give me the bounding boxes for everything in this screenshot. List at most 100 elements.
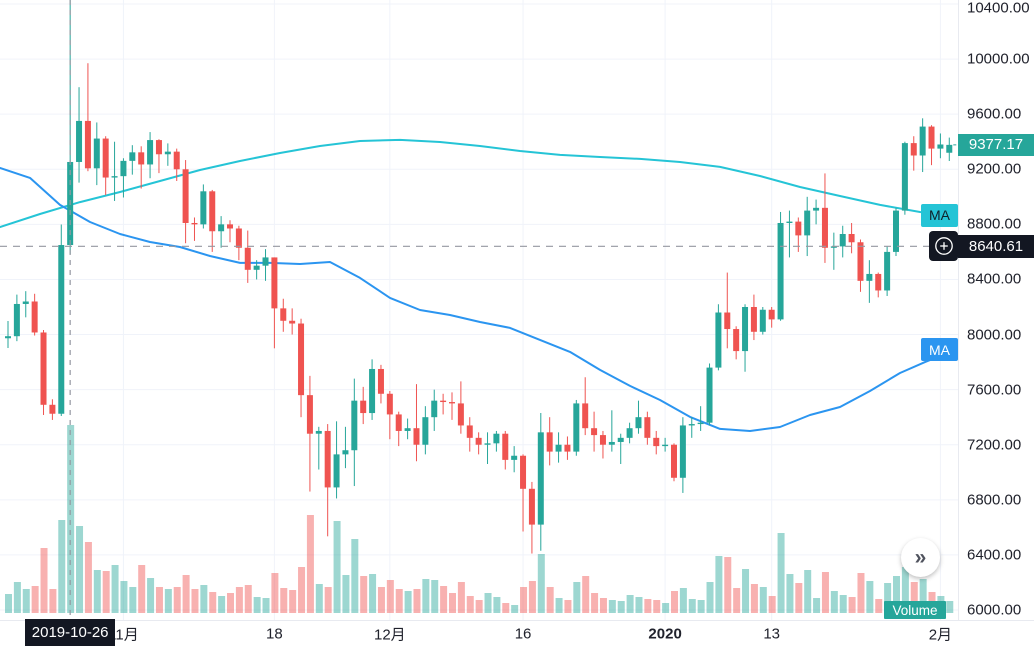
volume-bar [813,598,821,613]
volume-bar [67,425,75,613]
volume-bar [857,573,865,613]
candle-body [253,265,260,270]
volume-bar [431,580,439,613]
candle-body [84,120,91,169]
candle-body [564,444,571,452]
candle-body [5,336,11,339]
volume-bar [404,591,412,613]
volume-bar [839,595,847,613]
candle-body [839,234,846,247]
candle-body [22,301,29,304]
candle-body [777,222,784,320]
volume-bar [31,586,39,613]
volume-bar [271,573,279,613]
candlestick-chart[interactable] [0,0,958,620]
price-axis-label: 6000.00 [967,601,1022,619]
volume-bar [573,582,581,613]
volume-bar [520,587,528,613]
ma-cyan-badge: MA [921,203,958,227]
candle-body [457,403,464,426]
volume-bar [422,579,430,613]
candle-body [493,433,500,444]
scroll-to-latest-button[interactable]: » [901,538,940,577]
candle-body [40,332,47,405]
add-alert-plus-button[interactable] [929,231,958,262]
volume-bar [582,576,590,613]
time-axis-label: 18 [266,625,283,643]
volume-bar [413,589,421,613]
candle-body [164,151,171,155]
volume-bar [724,557,732,613]
candle-body [49,404,56,414]
volume-bar [315,584,323,613]
volume-bar [120,581,128,613]
time-axis-label: 11月 [108,626,139,644]
last-price-badge: 9377.17 [958,133,1034,156]
candle-body [475,437,482,445]
candle-body [271,257,278,309]
volume-bar [635,597,643,613]
candle-body [617,437,624,442]
plus-in-circle-icon [934,237,953,256]
volume-bar [901,567,909,613]
volume-bar [449,593,456,613]
volume-bar [493,597,501,613]
candle-body [377,368,384,394]
candle-body [422,417,429,445]
candle-body [413,428,420,445]
volume-bar [13,582,21,613]
candle-body [431,400,438,418]
volume-bar [262,598,270,613]
volume-bar [706,582,714,613]
crosshair [0,0,958,620]
candle-body [511,455,518,460]
candle-body [715,312,722,368]
volume-bar [671,591,678,613]
candle-body [724,312,731,330]
volume-bar [715,556,723,613]
volume-bar [360,576,368,613]
candle-body [227,224,233,229]
volume-bar [893,576,900,613]
candle-body [289,320,296,324]
volume-bar [138,565,146,613]
candle-body [182,169,189,223]
volume-bar [546,587,554,613]
volume-bar [830,591,838,613]
volume-bar [626,595,634,613]
candle-body [893,210,899,252]
candle-body [315,430,322,434]
candle-body [671,444,677,478]
volume-bar [218,596,226,613]
candle-body [786,221,793,223]
chart-plot-area[interactable]: MA MA » Volume [0,0,958,620]
candle-body [750,307,757,332]
candle-body [697,422,704,425]
candle-body [591,428,598,436]
candle-body [733,329,740,352]
candle-body [804,210,811,236]
volume-bar [173,587,181,613]
price-axis-label: 6400.00 [967,546,1022,564]
candle-body [599,435,606,445]
moving-averages [0,138,956,432]
volume-bar [653,600,661,613]
candle-body [937,144,944,149]
price-axis[interactable]: 10400.00 10000.00 9600.00 9200.00 8800.00 840… [958,0,1034,620]
candles [5,0,953,554]
volume-bar [244,585,252,613]
volume-bar [333,521,341,613]
candle-body [218,224,225,232]
candle-body [848,234,855,243]
volume-bar [599,598,607,613]
candle-body [147,140,154,165]
candle-body [369,368,376,414]
candle-body [919,126,926,156]
candle-body [768,309,775,320]
volume-bar [866,581,874,613]
time-axis-label: 2020 [648,625,682,643]
candle-body [688,424,695,426]
candle-body [679,425,686,478]
volume-indicator-label: Volume [884,601,946,619]
